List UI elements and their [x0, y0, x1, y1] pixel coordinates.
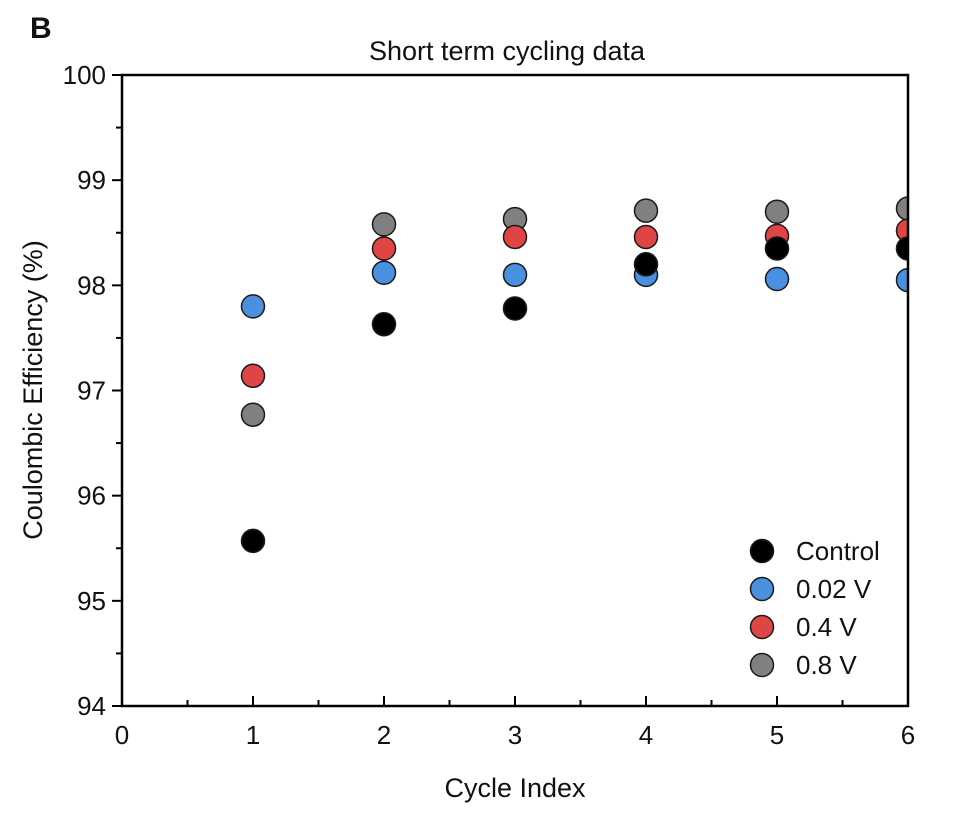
x-tick-label: 5	[770, 720, 784, 750]
legend-marker-0-8-v	[749, 652, 775, 678]
y-tick-label: 94	[77, 691, 106, 721]
y-tick-label: 97	[77, 376, 106, 406]
point-0-02-v	[240, 294, 266, 319]
point-0-02-v	[371, 260, 397, 285]
point-0-4-v	[240, 363, 266, 389]
y-axis-label: Coulombic Efficiency (%)	[18, 240, 48, 540]
point-control	[371, 311, 397, 337]
point-0-02-v	[764, 266, 790, 292]
point-0-8-v	[895, 196, 908, 221]
chart-title: Short term cycling data	[369, 36, 646, 66]
legend-label-0-02-v: 0.02 V	[796, 574, 872, 604]
point-0-4-v	[895, 218, 908, 243]
x-tick-label: 1	[246, 720, 260, 750]
panel-letter: B	[30, 12, 52, 45]
plot-frame	[120, 73, 910, 708]
y-tick-label: 100	[63, 60, 106, 90]
point-control	[764, 236, 790, 261]
point-0-4-v	[371, 236, 397, 261]
legend-label-control: Control	[796, 536, 880, 566]
x-tick-label: 6	[901, 720, 915, 750]
x-tick-label: 2	[377, 720, 391, 750]
y-tick-label: 96	[77, 481, 106, 511]
x-tick-label: 0	[115, 720, 129, 750]
point-control	[633, 252, 659, 277]
point-0-8-v	[633, 198, 659, 223]
point-0-02-v	[895, 267, 908, 293]
legend-marker-control	[749, 538, 775, 564]
x-tick-label: 4	[639, 720, 653, 750]
y-axis-ticks: 94 95 96 97 98 99 100	[63, 60, 122, 721]
x-axis-label: Cycle Index	[444, 773, 586, 803]
point-0-8-v	[764, 199, 790, 224]
y-tick-label: 99	[77, 165, 106, 195]
point-0-4-v	[502, 224, 528, 250]
point-control	[895, 236, 908, 261]
x-axis-ticks: 0 1 2 3 4 5 6	[115, 696, 915, 750]
x-tick-label: 3	[508, 720, 522, 750]
legend-label-0-4-v: 0.4 V	[796, 612, 857, 642]
point-0-02-v	[502, 262, 528, 288]
point-0-8-v	[371, 212, 397, 237]
point-control	[240, 528, 266, 554]
legend-marker-0-02-v	[749, 576, 775, 602]
legend-label-0-8-v: 0.8 V	[796, 650, 857, 680]
point-0-4-v	[633, 224, 659, 250]
y-tick-label: 98	[77, 270, 106, 300]
legend: Control 0.02 V 0.4 V 0.8 V	[749, 536, 880, 680]
point-0-8-v	[240, 402, 266, 427]
point-control	[502, 296, 528, 321]
y-tick-label: 95	[77, 586, 106, 616]
legend-marker-0-4-v	[749, 614, 775, 640]
data-points	[240, 196, 908, 554]
